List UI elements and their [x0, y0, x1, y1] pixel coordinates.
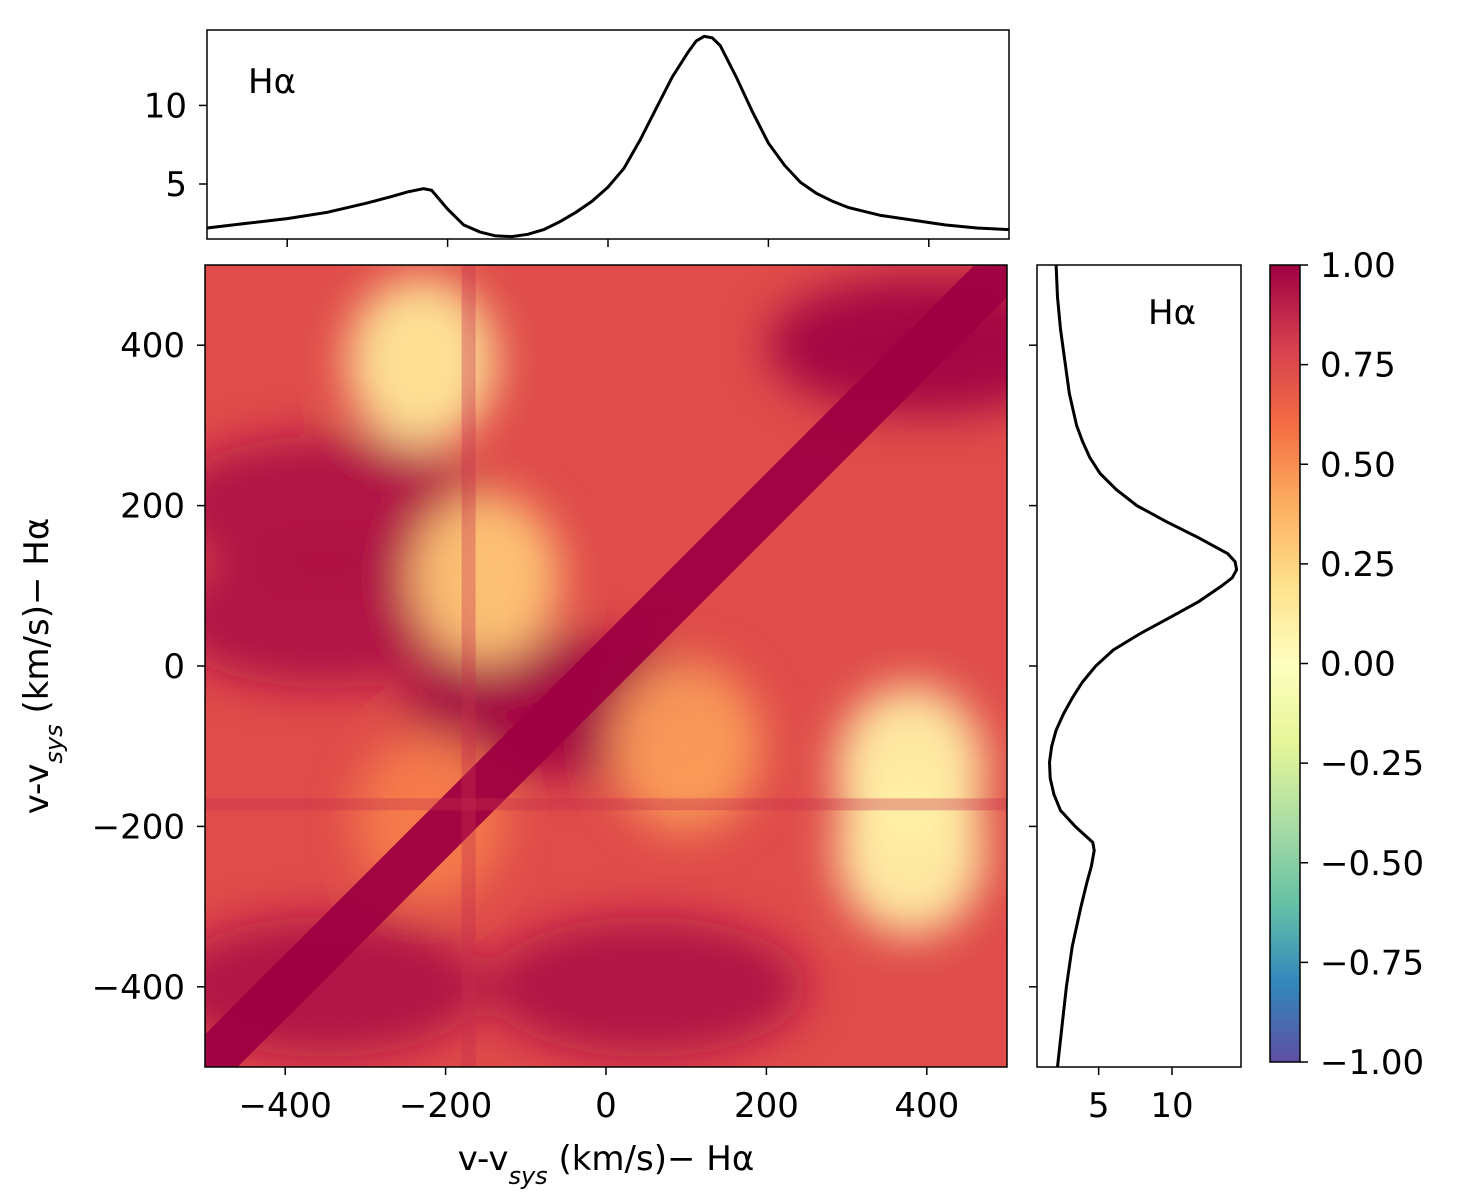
right-x-ticks: 5 10	[1088, 1067, 1194, 1126]
colorbar-tick-label: 0.00	[1320, 645, 1396, 685]
heatmap-low-region	[410, 492, 561, 663]
top-y-ticks: 5 10	[144, 86, 207, 205]
heatmap-horizontal-stripe	[205, 798, 1007, 811]
colorbar-tick-label: −0.25	[1320, 744, 1424, 784]
heatmap-y-tick-label: 200	[120, 487, 185, 527]
heatmap-panel: −400 −200 0 200 400 −400 −200 0 200 400 v-vsys (…	[17, 264, 1008, 1190]
heatmap-x-label: v-vsys (km/s)− Hα	[458, 1139, 755, 1190]
right-profile-line	[1047, 265, 1239, 1067]
colorbar-tick-label: −0.75	[1320, 943, 1424, 983]
heatmap-ridge	[205, 265, 1007, 1067]
heatmap-x-tick-label: 400	[894, 1086, 959, 1126]
heatmap-x-tick-label: 200	[734, 1086, 799, 1126]
right-profile-panel: 5 10 Hα	[1029, 264, 1242, 1126]
colorbar-tick-label: 0.75	[1320, 346, 1396, 386]
colorbar-tick-label: 0.25	[1320, 545, 1396, 585]
top-y-tick-label: 5	[165, 165, 187, 205]
top-profile-frame	[206, 29, 1010, 240]
heatmap-vertical-stripe	[461, 265, 476, 1067]
heatmap-y-label: v-vsys (km/s)− Hα	[17, 518, 68, 815]
top-y-tick-label: 10	[144, 86, 187, 126]
right-y-ticks	[1029, 344, 1037, 988]
heatmap-x-tick-label: −200	[399, 1086, 492, 1126]
heatmap-y-tick-label: −400	[92, 968, 185, 1008]
heatmap-y-ticks: −400 −200 0 200 400	[92, 326, 205, 1008]
colorbar-gradient	[1269, 264, 1301, 1063]
top-profile-line	[207, 34, 1009, 239]
heatmap-x-tick-label: 0	[595, 1086, 617, 1126]
heatmap-blobs	[205, 275, 1007, 1057]
heatmap-high-region	[205, 435, 486, 576]
heatmap-x-tick-label: −400	[239, 1086, 332, 1126]
top-annotation: Hα	[248, 62, 296, 102]
colorbar: 1.00 0.75 0.50 0.25 0.00 −0.25 −0.50 −0.75 −1.00	[1269, 246, 1424, 1083]
colorbar-tick-label: 0.50	[1320, 445, 1396, 485]
top-x-ticks	[286, 239, 930, 247]
heatmap-y-tick-label: 0	[163, 647, 185, 687]
right-annotation: Hα	[1148, 293, 1196, 333]
heatmap-high-region	[486, 916, 807, 1057]
heatmap-low-region	[611, 661, 762, 832]
heatmap-x-ticks: −400 −200 0 200 400	[239, 1067, 959, 1126]
right-x-tick-label: 10	[1150, 1086, 1193, 1126]
colorbar-ticks: 1.00 0.75 0.50 0.25 0.00 −0.25 −0.50 −0.75 −1.00	[1300, 246, 1424, 1083]
heatmap-diagonal-ridge	[205, 265, 1007, 1067]
heatmap-y-tick-label: −200	[92, 807, 185, 847]
heatmap-low-region	[835, 765, 986, 936]
heatmap-y-tick-label: 400	[120, 326, 185, 366]
top-profile-panel: 5 10 Hα	[144, 29, 1010, 247]
right-x-tick-label: 5	[1088, 1086, 1110, 1126]
colorbar-tick-label: 1.00	[1320, 246, 1396, 286]
heatmap-low-region	[346, 276, 497, 447]
heatmap-stripes	[205, 265, 1007, 1067]
colorbar-tick-label: −1.00	[1320, 1043, 1424, 1083]
colorbar-tick-label: −0.50	[1320, 844, 1424, 884]
